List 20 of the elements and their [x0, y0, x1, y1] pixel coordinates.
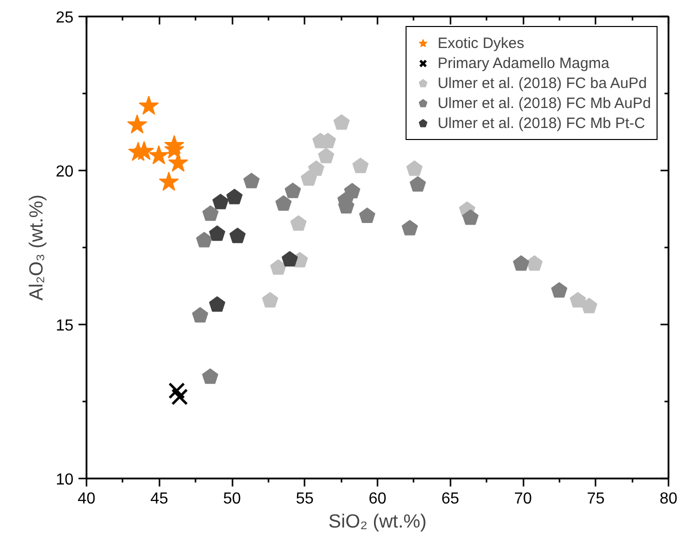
y-tick-label: 15 [56, 318, 74, 334]
legend-label: Primary Adamello Magma [438, 54, 610, 72]
y-tick-label: 20 [56, 164, 74, 180]
x-tick-label: 65 [441, 490, 460, 508]
legend-label: Ulmer et al. (2018) FC Mb Pt-C [438, 114, 646, 132]
x-tick-label: 75 [586, 490, 605, 508]
x-tick-label: 60 [368, 490, 386, 508]
x-tick-label: 45 [150, 490, 168, 508]
x-tick-label: 80 [660, 490, 678, 508]
legend-label: Ulmer et al. (2018) FC ba AuPd [438, 74, 647, 92]
x-tick-label: 50 [223, 490, 241, 508]
legend-label: Exotic Dykes [438, 34, 524, 52]
y-axis-title: Al₂O₃ (wt.%) [26, 194, 48, 300]
x-tick-label: 40 [78, 490, 96, 508]
x-axis-title: SiO₂ (wt.%) [328, 512, 427, 532]
x-tick-label: 55 [296, 490, 314, 508]
legend-label: Ulmer et al. (2018) FC Mb AuPd [438, 94, 651, 112]
y-tick-label: 25 [56, 10, 74, 26]
x-tick-label: 70 [514, 490, 532, 508]
y-tick-label: 10 [56, 472, 74, 488]
